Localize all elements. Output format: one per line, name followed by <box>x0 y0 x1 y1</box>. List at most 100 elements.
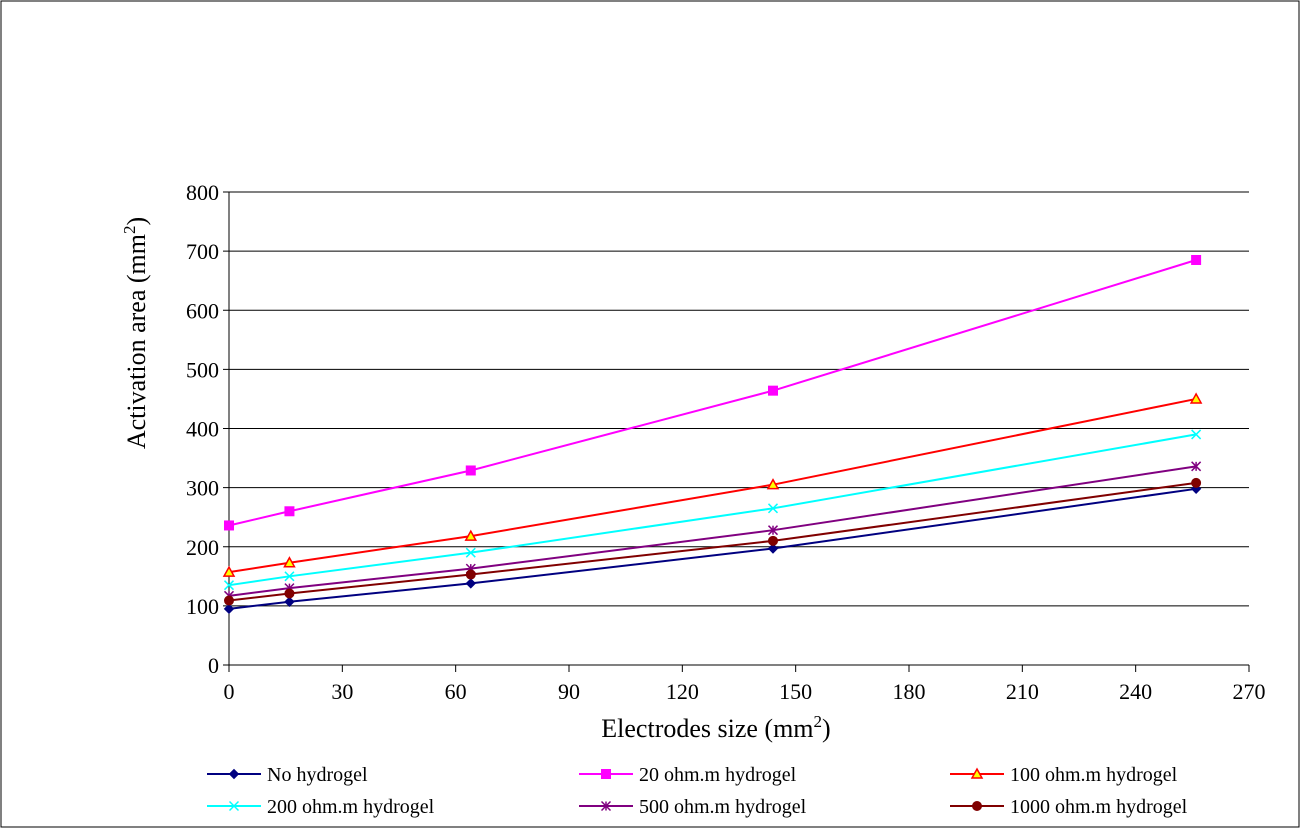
x-tick-label: 120 <box>666 679 699 704</box>
marker-shape <box>228 800 240 812</box>
data-point <box>465 569 476 580</box>
data-point <box>767 503 779 514</box>
y-axis-title-sup: 2 <box>120 226 139 235</box>
legend-label: 200 ohm.m hydrogel <box>267 796 435 818</box>
data-point <box>465 547 476 558</box>
marker-shape <box>465 547 476 558</box>
data-point <box>767 543 779 554</box>
x-axis-title-text: Electrodes size (mm <box>601 714 813 743</box>
marker-shape <box>284 588 295 599</box>
legend-marker <box>228 800 240 812</box>
data-point <box>284 588 295 599</box>
data-point <box>223 580 235 591</box>
marker-shape <box>970 767 984 779</box>
data-point <box>284 506 295 517</box>
data-point <box>283 556 296 568</box>
legend-item: 500 ohm.m hydrogel <box>579 796 807 818</box>
data-point <box>464 529 478 541</box>
marker-shape <box>223 580 235 591</box>
legend-item: 100 ohm.m hydrogel <box>950 764 1178 786</box>
data-point <box>1191 254 1202 265</box>
data-point <box>222 565 236 577</box>
marker-shape <box>224 520 234 531</box>
marker-shape <box>1191 429 1202 440</box>
marker-shape <box>766 478 780 490</box>
marker-shape <box>601 769 611 779</box>
data-point <box>768 535 778 546</box>
y-tick-label: 600 <box>186 298 219 323</box>
y-tick-label: 0 <box>208 653 219 678</box>
marker-shape <box>222 565 236 577</box>
data-point <box>1191 477 1202 488</box>
legend-label: 100 ohm.m hydrogel <box>1010 764 1178 786</box>
x-axis-title: Electrodes size (mm2) <box>601 712 830 743</box>
legend-label: 500 ohm.m hydrogel <box>639 796 807 818</box>
marker-shape <box>465 578 476 589</box>
x-tick-label: 90 <box>558 679 580 704</box>
y-tick-label: 700 <box>186 239 219 264</box>
data-point <box>284 571 295 582</box>
data-point <box>766 478 780 490</box>
data-point <box>224 520 234 531</box>
y-axis-title: Activation area (mm2) <box>120 217 151 449</box>
x-tick-label: 270 <box>1233 679 1266 704</box>
x-tick-label: 0 <box>224 679 235 704</box>
marker-shape <box>228 768 240 780</box>
legend-marker <box>601 769 611 779</box>
x-tick-label: 180 <box>893 679 926 704</box>
y-tick-label: 400 <box>186 417 219 442</box>
data-point <box>224 595 234 606</box>
x-tick-label: 210 <box>1006 679 1039 704</box>
legend-item: 1000 ohm.m hydrogel <box>950 796 1188 818</box>
x-axis-title-tail: ) <box>822 714 831 743</box>
data-point <box>768 385 778 396</box>
marker-shape <box>972 801 982 811</box>
marker-shape <box>283 556 296 568</box>
series-group <box>222 254 1203 615</box>
y-tick-label: 200 <box>186 535 219 560</box>
x-tick-label: 60 <box>445 679 467 704</box>
y-tick-label: 500 <box>186 357 219 382</box>
data-point <box>767 525 779 536</box>
marker-shape <box>1191 477 1202 488</box>
y-axis-title-text: Activation area (mm <box>122 234 151 449</box>
marker-shape <box>1189 392 1203 404</box>
y-tick-label: 100 <box>186 594 219 619</box>
legend-label: No hydrogel <box>267 764 368 786</box>
y-tick-label: 800 <box>186 180 219 205</box>
data-point <box>223 603 235 615</box>
y-tick-label: 300 <box>186 476 219 501</box>
marker-shape <box>767 503 779 514</box>
data-point <box>284 596 295 607</box>
x-tick-label: 150 <box>779 679 812 704</box>
data-point <box>465 465 476 476</box>
y-axis-title-tail: ) <box>122 217 151 226</box>
marker-shape <box>224 595 234 606</box>
legend-item: 200 ohm.m hydrogel <box>207 796 435 818</box>
marker-shape <box>464 529 478 541</box>
x-tick-label: 30 <box>331 679 353 704</box>
marker-shape <box>1191 254 1202 265</box>
data-point <box>1189 392 1203 404</box>
data-point <box>465 578 476 589</box>
marker-shape <box>465 465 476 476</box>
legend: No hydrogel 20 ohm.m hydrogel 100 ohm.m hy… <box>207 764 1188 818</box>
marker-shape <box>465 569 476 580</box>
legend-marker <box>970 767 984 779</box>
legend-marker <box>972 801 982 811</box>
data-point <box>1191 461 1202 472</box>
x-tick-label: 240 <box>1119 679 1152 704</box>
legend-label: 20 ohm.m hydrogel <box>639 764 797 786</box>
marker-shape <box>223 603 235 615</box>
marker-shape <box>284 596 295 607</box>
legend-marker <box>228 768 240 780</box>
marker-shape <box>767 543 779 554</box>
legend-marker <box>600 800 612 812</box>
tick-labels: 0 100 200 300 400 500 600 700 800 0 30 60 90 120 150 18… <box>186 180 1266 704</box>
marker-shape <box>768 385 778 396</box>
data-point <box>1191 429 1202 440</box>
legend-item: 20 ohm.m hydrogel <box>579 764 797 786</box>
